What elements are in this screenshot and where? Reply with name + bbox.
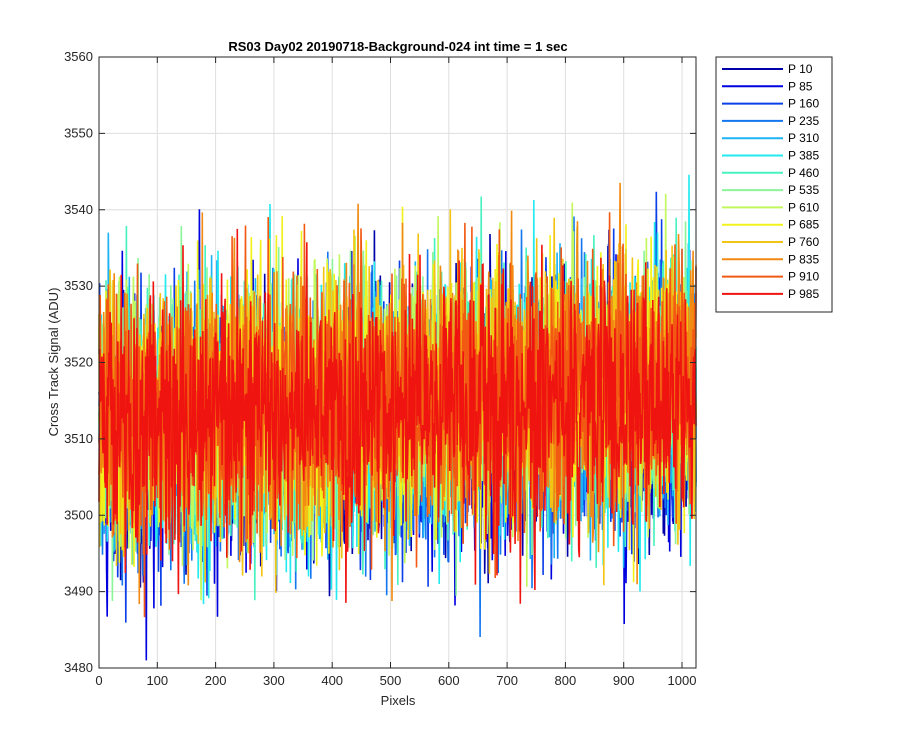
legend-label: P 985 xyxy=(788,287,819,301)
legend-label: P 10 xyxy=(788,62,813,76)
y-tick-label: 3510 xyxy=(64,431,93,446)
legend-label: P 535 xyxy=(788,183,819,197)
series-line-14 xyxy=(98,228,697,604)
axis-ticks: 0 100 200 300 400 500 600 700 800 900 1000 3480 3490… xyxy=(64,49,696,688)
legend-label: P 835 xyxy=(788,252,819,266)
legend-label: P 910 xyxy=(788,270,819,284)
legend-label: P 760 xyxy=(788,235,819,249)
x-tick-label: 500 xyxy=(380,673,402,688)
x-tick-label: 1000 xyxy=(668,673,697,688)
legend-label: P 385 xyxy=(788,149,819,163)
legend[interactable]: P 10 P 85 P 160 P 235 P 310 P 385 P 460 P 535 P … xyxy=(715,56,833,313)
y-axis-title: Cross Track Signal (ADU) xyxy=(46,288,61,437)
x-tick-label: 600 xyxy=(438,673,460,688)
legend-label: P 310 xyxy=(788,131,819,145)
x-tick-label: 800 xyxy=(555,673,577,688)
chart-title: RS03 Day02 20190718-Background-024 int t… xyxy=(228,39,567,54)
x-tick-label: 0 xyxy=(95,673,102,688)
x-tick-label: 400 xyxy=(321,673,343,688)
legend-label: P 685 xyxy=(788,218,819,232)
legend-box xyxy=(715,56,833,313)
y-tick-label: 3560 xyxy=(64,49,93,64)
y-tick-label: 3480 xyxy=(64,660,93,675)
y-tick-label: 3520 xyxy=(64,355,93,370)
x-tick-label: 300 xyxy=(263,673,285,688)
x-tick-label: 900 xyxy=(613,673,635,688)
legend-label: P 460 xyxy=(788,166,819,180)
y-tick-label: 3490 xyxy=(64,584,93,599)
legend-label: P 610 xyxy=(788,200,819,214)
y-tick-label: 3500 xyxy=(64,507,93,522)
x-tick-label: 100 xyxy=(146,673,168,688)
y-tick-label: 3540 xyxy=(64,202,93,217)
series-lines xyxy=(98,174,697,661)
y-tick-label: 3550 xyxy=(64,125,93,140)
plot-area: 0 100 200 300 400 500 600 700 800 900 1000 3480 3490… xyxy=(64,49,697,688)
legend-label: P 85 xyxy=(788,79,813,93)
x-axis-title: Pixels xyxy=(381,693,416,708)
legend-label: P 160 xyxy=(788,97,819,111)
x-tick-label: 700 xyxy=(496,673,518,688)
x-tick-label: 200 xyxy=(205,673,227,688)
legend-label: P 235 xyxy=(788,114,819,128)
legend-items: P 10 P 85 P 160 P 235 P 310 P 385 P 460 P 535 P … xyxy=(722,62,819,301)
y-tick-label: 3530 xyxy=(64,278,93,293)
